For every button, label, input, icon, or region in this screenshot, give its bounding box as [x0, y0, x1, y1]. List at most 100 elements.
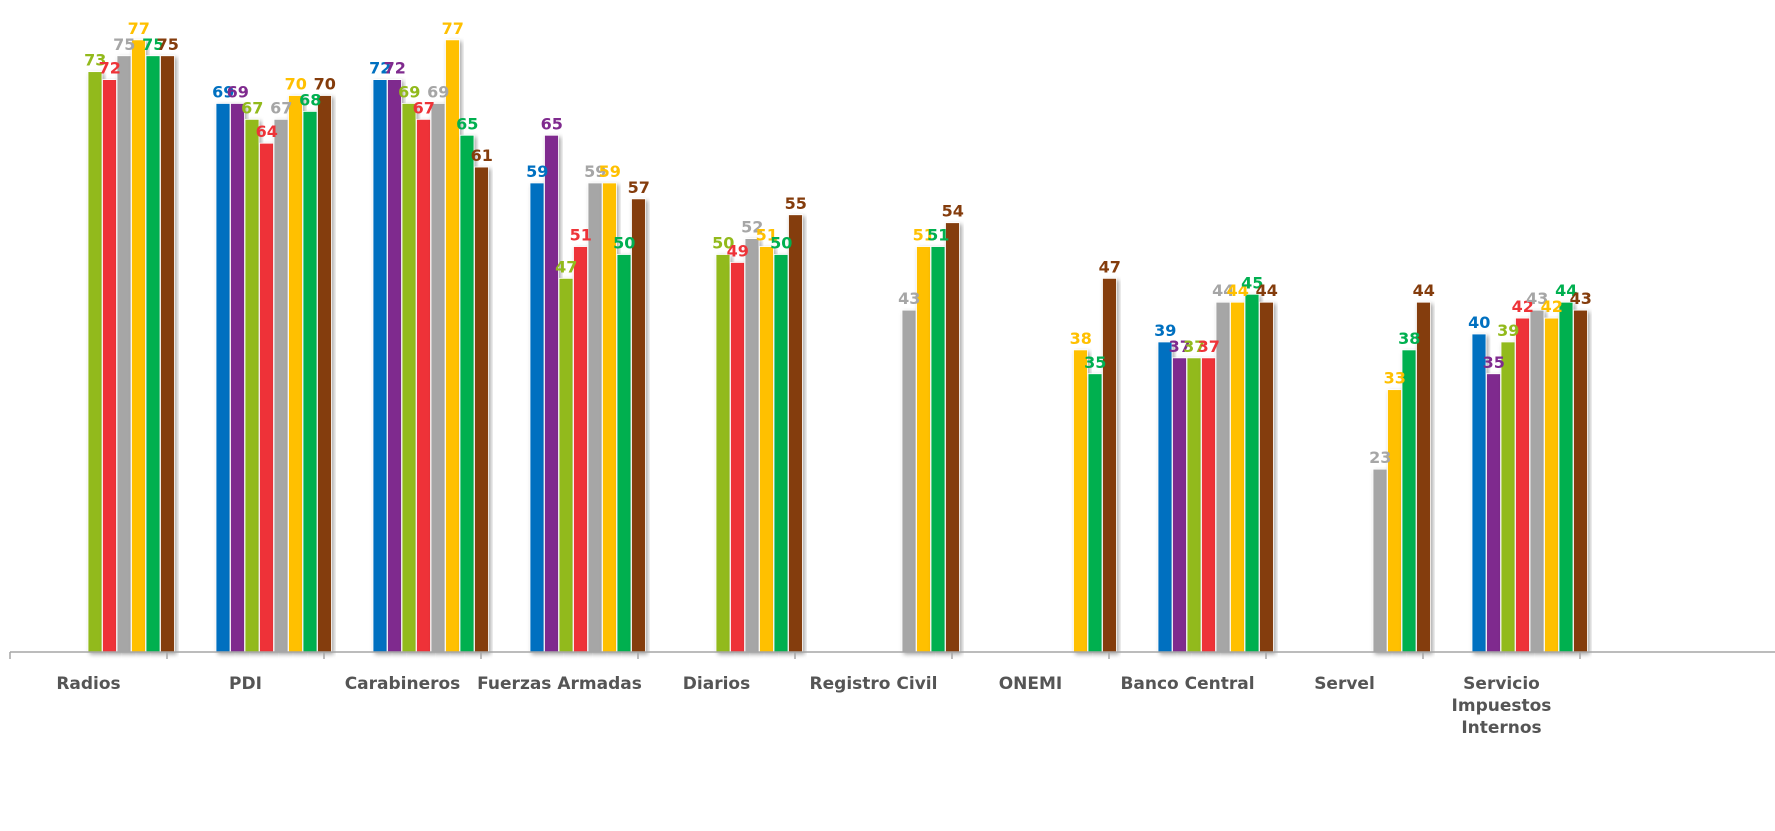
bar [459, 134, 475, 653]
category-label: ONEMI [999, 674, 1063, 694]
bar [1157, 341, 1173, 653]
bar [1500, 341, 1516, 653]
bar [558, 277, 574, 653]
category-label-line: Carabineros [345, 674, 461, 694]
bar [1201, 357, 1216, 653]
data-label: 42 [1541, 297, 1563, 316]
category-label-line: Servicio [1463, 674, 1540, 694]
data-label: 51 [756, 226, 778, 245]
bar [302, 111, 318, 653]
data-label: 40 [1468, 313, 1490, 332]
bar [945, 222, 960, 653]
data-label: 75 [113, 35, 135, 54]
bar [1573, 309, 1588, 653]
data-label: 77 [128, 19, 150, 38]
bar [930, 246, 946, 653]
bar [529, 182, 545, 653]
data-label: 72 [384, 59, 406, 78]
data-label: 59 [584, 162, 606, 181]
bars-layer [87, 39, 1588, 653]
bar [1087, 373, 1103, 653]
data-label: 75 [157, 35, 179, 54]
bar [1401, 349, 1417, 653]
data-label: 70 [314, 75, 336, 94]
data-label: 50 [613, 234, 635, 253]
bar [1172, 357, 1187, 653]
bar [102, 79, 117, 653]
data-label: 35 [1483, 353, 1505, 372]
bar [430, 103, 446, 653]
bar [244, 118, 260, 653]
bar [1259, 301, 1274, 653]
category-label-line: Banco Central [1120, 674, 1254, 694]
bar [744, 238, 760, 653]
x-axis: Radios PDI Carabineros Fuerzas Armadas Diari… [9, 651, 1775, 738]
bar [1486, 373, 1501, 653]
data-label: 52 [741, 218, 763, 237]
bar [1186, 357, 1202, 653]
data-label: 44 [1413, 281, 1435, 300]
value-labels-layer: 7372757775756969676467706870727269676977… [84, 19, 1592, 467]
category-label: Banco Central [1120, 674, 1254, 694]
data-label: 72 [369, 59, 391, 78]
data-label: 37 [1198, 337, 1220, 356]
data-label: 72 [99, 59, 121, 78]
bar [1416, 301, 1431, 653]
bar [1529, 309, 1545, 653]
bar [387, 79, 402, 653]
bar [474, 166, 489, 653]
bar [1230, 301, 1245, 653]
category-label: Carabineros [345, 674, 461, 694]
data-label: 45 [1241, 273, 1263, 292]
data-label: 44 [1227, 281, 1249, 300]
data-label: 59 [526, 162, 548, 181]
bar [1515, 317, 1530, 653]
bar [160, 55, 175, 653]
data-label: 49 [727, 241, 749, 260]
bar [1073, 349, 1088, 653]
data-label: 51 [570, 226, 592, 245]
bar [773, 254, 789, 653]
data-label: 69 [427, 82, 449, 101]
data-label: 43 [898, 289, 920, 308]
data-label: 65 [456, 114, 478, 133]
data-label: 43 [1570, 289, 1592, 308]
bar [616, 254, 632, 653]
category-label: PDI [229, 674, 262, 694]
data-label: 67 [413, 98, 435, 117]
data-label: 67 [241, 98, 263, 117]
category-label-line: ONEMI [999, 674, 1063, 694]
data-label: 44 [1555, 281, 1577, 300]
data-label: 50 [770, 234, 792, 253]
category-label: Servicio Impuestos Internos [1452, 674, 1552, 738]
data-label: 70 [285, 75, 307, 94]
bar [1558, 301, 1574, 653]
bar [573, 246, 588, 653]
bar [631, 198, 646, 653]
category-label: Fuerzas Armadas [477, 674, 642, 694]
data-label: 54 [942, 202, 964, 221]
bar [230, 103, 245, 653]
data-label: 67 [270, 98, 292, 117]
data-label: 38 [1070, 329, 1092, 348]
category-label-line: Fuerzas Armadas [477, 674, 642, 694]
category-label-line: PDI [229, 674, 262, 694]
bar [901, 309, 917, 653]
data-label: 75 [142, 35, 164, 54]
data-label: 57 [628, 178, 650, 197]
bar [788, 214, 803, 653]
category-label: Radios [56, 674, 120, 694]
data-label: 47 [555, 257, 577, 276]
category-label-line: Registro Civil [810, 674, 938, 694]
data-label: 77 [442, 19, 464, 38]
data-label: 55 [785, 194, 807, 213]
data-label: 42 [1512, 297, 1534, 316]
category-label-line: Internos [1461, 718, 1541, 738]
bar [317, 95, 332, 653]
data-label: 69 [227, 82, 249, 101]
data-label: 37 [1183, 337, 1205, 356]
bar [587, 182, 603, 653]
bar [416, 118, 431, 653]
